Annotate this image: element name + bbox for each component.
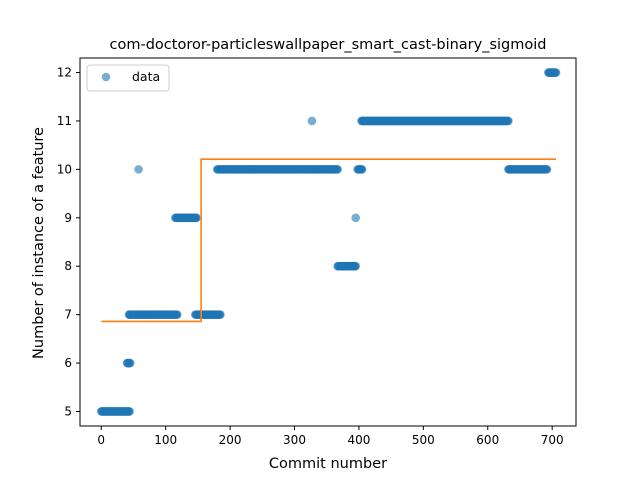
y-tick-label: 12 [57,66,72,80]
y-tick-label: 8 [64,259,72,273]
y-tick-label: 9 [64,211,72,225]
fit-line [101,158,557,323]
axes-frame [79,57,577,427]
chart-title: com-doctoror-particleswallpaper_smart_ca… [110,37,547,53]
y-tick-label: 7 [64,308,72,322]
data-point [551,68,561,77]
x-tick-label: 600 [476,433,499,447]
y-tick-label: 5 [64,404,72,418]
data-point [351,213,361,223]
x-tick-label: 0 [97,433,105,447]
legend-marker [101,72,111,82]
plot-area [96,68,561,416]
data-point [351,261,361,271]
data-point [333,165,342,174]
y-tick-label: 10 [57,162,72,176]
data-point [134,165,143,174]
legend-label: data [132,69,160,84]
data-point [172,310,182,319]
y-tick-label: 11 [57,114,72,128]
x-tick-label: 400 [347,433,370,447]
x-tick-label: 100 [154,433,177,447]
legend-box [86,64,170,92]
data-point [192,213,201,223]
data-point [125,407,134,416]
data-point [542,165,552,174]
x-tick-label: 200 [219,433,242,447]
x-tick-label: 700 [541,433,564,447]
y-axis-label: Number of instance of a feature [31,127,47,359]
data-point [357,165,367,174]
x-axis-label: Commit number [269,456,387,472]
plot-marks [96,68,561,416]
data-point [504,116,513,126]
x-tick-label: 500 [412,433,435,447]
data-point [216,310,225,319]
axes: 0 100 200 300 400 500 600 700 5 6 7 8 9 10 11 12 [57,57,577,447]
data-point [125,358,135,368]
y-tick-label: 6 [64,356,72,370]
legend: data [86,64,170,92]
x-tick-label: 300 [283,433,306,447]
data-point [307,116,317,126]
